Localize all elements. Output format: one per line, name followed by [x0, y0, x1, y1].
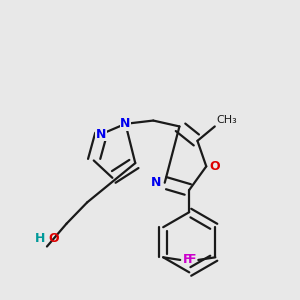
Text: F: F — [182, 254, 191, 266]
Text: CH₃: CH₃ — [216, 115, 237, 125]
Text: N: N — [96, 128, 106, 141]
Text: N: N — [120, 117, 131, 130]
Text: F: F — [188, 254, 196, 266]
Text: O: O — [49, 232, 59, 245]
Text: H: H — [35, 232, 45, 245]
Text: O: O — [209, 160, 220, 173]
Text: N: N — [152, 176, 162, 189]
